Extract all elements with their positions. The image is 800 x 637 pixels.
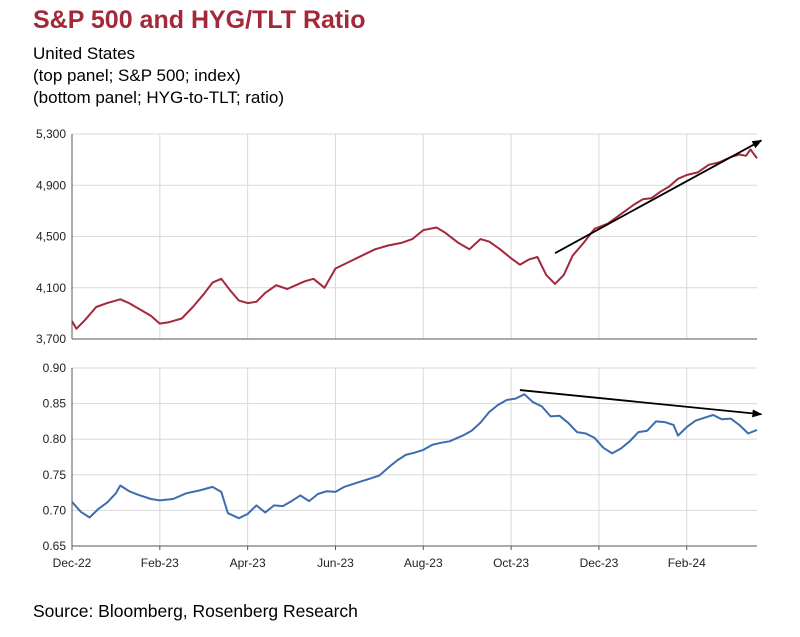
chart-subtitle-bottom-panel: (bottom panel; HYG-to-TLT; ratio) — [33, 88, 284, 107]
top-ytick-label: 4,500 — [36, 230, 66, 244]
top-series-line — [71, 148, 758, 330]
chart-subtitle-top-panel: (top panel; S&P 500; index) — [33, 66, 241, 85]
chart-subtitle-country: United States — [33, 44, 136, 63]
bottom-ytick-label: 0.65 — [43, 539, 67, 553]
top-ytick-label: 5,300 — [36, 127, 66, 141]
bottom-series-line — [71, 393, 758, 520]
x-tick-label: Oct-23 — [493, 556, 529, 570]
bottom-trend-arrow — [519, 389, 763, 418]
x-tick-label: Apr-23 — [230, 556, 266, 570]
bottom-ytick-label: 0.75 — [43, 468, 67, 482]
top-ytick-label: 3,700 — [36, 332, 66, 346]
bottom-ytick-label: 0.85 — [43, 397, 67, 411]
bottom-ytick-label: 0.70 — [43, 503, 67, 517]
chart-source: Source: Bloomberg, Rosenberg Research — [33, 601, 358, 621]
x-tick-label: Jun-23 — [317, 556, 354, 570]
bottom-ytick-label: 0.90 — [43, 361, 67, 375]
x-tick-label: Dec-22 — [53, 556, 92, 570]
x-tick-label: Feb-24 — [668, 556, 706, 570]
x-tick-label: Dec-23 — [580, 556, 619, 570]
x-tick-label: Feb-23 — [141, 556, 179, 570]
chart-title: S&P 500 and HYG/TLT Ratio — [33, 6, 366, 34]
x-tick-label: Aug-23 — [404, 556, 443, 570]
top-ytick-label: 4,100 — [36, 281, 66, 295]
top-ytick-label: 4,900 — [36, 178, 66, 192]
top-trend-arrow — [554, 139, 763, 254]
bottom-ytick-label: 0.80 — [43, 432, 67, 446]
